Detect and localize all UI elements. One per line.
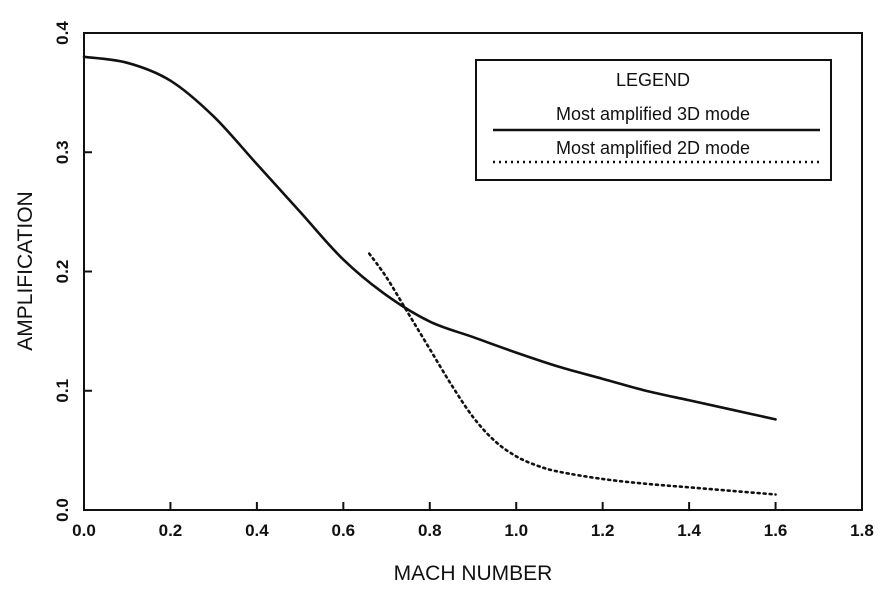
x-tick-label: 1.4 (677, 521, 701, 540)
y-tick-label: 0.1 (53, 379, 72, 403)
y-tick-label: 0.2 (53, 260, 72, 284)
y-tick-label: 0.0 (53, 498, 72, 522)
x-tick-label: 1.6 (764, 521, 788, 540)
series-lines (82, 55, 777, 496)
x-tick-label: 0.8 (418, 521, 442, 540)
x-tick-label: 0.6 (332, 521, 356, 540)
x-tick-label: 0.2 (159, 521, 183, 540)
x-axis-title: MACH NUMBER (394, 562, 553, 585)
series-2d-line (367, 252, 777, 496)
y-tick-label: 0.3 (53, 140, 72, 164)
x-tick-label: 1.0 (504, 521, 528, 540)
x-tick-label: 1.2 (591, 521, 615, 540)
legend-entry-3d-label: Most amplified 3D mode (556, 104, 750, 124)
x-tick-label: 0.0 (72, 521, 96, 540)
x-axis-ticks: 0.0 0.2 0.4 0.6 0.8 1.0 1.2 1.4 1.6 1.8 (72, 502, 874, 540)
legend-entry-2d-label: Most amplified 2D mode (556, 138, 750, 158)
legend: LEGEND Most amplified 3D mode Most ampli… (475, 59, 832, 181)
y-tick-label: 0.4 (53, 21, 72, 45)
y-axis-ticks: 0.0 0.1 0.2 0.3 0.4 (53, 21, 92, 522)
y-axis-title: AMPLIFICATION (14, 191, 37, 350)
legend-title: LEGEND (616, 70, 690, 90)
x-tick-label: 1.8 (850, 521, 874, 540)
series-3d-line (82, 55, 777, 421)
x-tick-label: 0.4 (245, 521, 269, 540)
legend-box (475, 59, 832, 181)
